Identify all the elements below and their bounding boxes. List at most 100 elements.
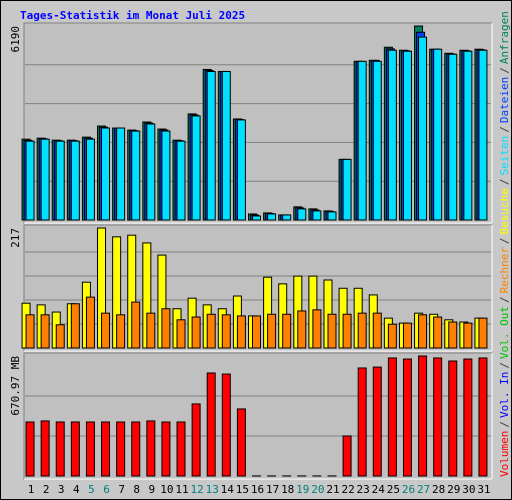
- bar: [297, 208, 307, 221]
- bar: [478, 357, 488, 477]
- bar: [478, 49, 488, 221]
- bar: [40, 420, 50, 477]
- legend-item: Volumen: [498, 431, 511, 477]
- bar: [387, 323, 397, 349]
- bar: [342, 313, 352, 349]
- bar: [101, 421, 111, 477]
- bar: [282, 214, 292, 221]
- bar: [312, 210, 322, 221]
- bar: [101, 127, 111, 221]
- legend-separator: /: [498, 178, 511, 185]
- bar: [448, 321, 458, 349]
- bar: [402, 358, 412, 477]
- x-tick-label: 18: [281, 483, 294, 496]
- bar: [161, 421, 171, 477]
- bar: [146, 123, 156, 221]
- y-tick-label: 6190: [9, 26, 22, 53]
- legend-separator: /: [498, 362, 511, 369]
- legend-item: Seiten: [498, 136, 511, 176]
- bar: [85, 296, 95, 349]
- bar: [252, 315, 261, 349]
- legend-item: Vol. In: [498, 372, 511, 418]
- bar: [146, 312, 156, 349]
- bar: [448, 360, 458, 477]
- x-tick-label: 24: [372, 483, 386, 496]
- legend-separator: /: [498, 126, 511, 133]
- x-tick-label: 19: [296, 483, 309, 496]
- bar: [221, 314, 231, 349]
- bar: [433, 48, 443, 221]
- bar: [357, 60, 367, 221]
- bar: [161, 130, 171, 221]
- x-tick-label: 25: [387, 483, 400, 496]
- legend-item: Anfragen: [498, 11, 511, 64]
- bar: [206, 372, 216, 477]
- bar: [448, 53, 458, 221]
- x-tick-label: 17: [266, 483, 279, 496]
- bar: [101, 312, 111, 349]
- legend: Volumen / Vol. In / Vol. Out / Rechner / Besuche…: [498, 11, 511, 477]
- bar: [25, 314, 35, 349]
- x-tick-label: 10: [160, 483, 173, 496]
- x-tick-label: 11: [175, 483, 188, 496]
- bar: [236, 315, 246, 349]
- x-tick-label: 16: [251, 483, 264, 496]
- bar: [433, 357, 443, 477]
- bar: [146, 420, 156, 477]
- bar: [402, 50, 412, 221]
- x-tick-label: 1: [28, 483, 35, 496]
- y-tick-label: 217: [9, 228, 22, 248]
- x-tick-label: 6: [103, 483, 110, 496]
- bar: [176, 319, 186, 349]
- x-tick-label: 22: [341, 483, 354, 496]
- x-tick-label: 8: [133, 483, 140, 496]
- x-tick-label: 3: [58, 483, 65, 496]
- bar: [25, 140, 35, 221]
- bar: [221, 373, 231, 477]
- x-tick-label: 29: [447, 483, 460, 496]
- x-tick-label: 2: [43, 483, 50, 496]
- bar: [85, 421, 95, 477]
- bar: [55, 140, 65, 221]
- bar: [267, 213, 277, 221]
- x-tick-label: 27: [417, 483, 430, 496]
- bar: [206, 70, 216, 221]
- x-tick-label: 20: [311, 483, 324, 496]
- bar: [70, 140, 80, 221]
- x-tick-label: 21: [326, 483, 339, 496]
- bar: [372, 312, 382, 349]
- bar: [191, 316, 201, 349]
- legend-separator: /: [498, 421, 511, 428]
- bar: [463, 322, 473, 349]
- x-tick-label: 4: [73, 483, 80, 496]
- x-tick-label: 13: [206, 483, 219, 496]
- bar: [70, 421, 80, 477]
- chart-title: Tages-Statistik im Monat Juli 2025: [20, 9, 245, 22]
- bar: [40, 314, 50, 349]
- legend-item: Vol. Out: [498, 306, 511, 359]
- bar: [387, 357, 397, 477]
- bar: [357, 312, 367, 349]
- bar: [85, 138, 95, 221]
- bar: [312, 309, 322, 349]
- bar: [161, 308, 171, 349]
- x-tick-label: 12: [190, 483, 203, 496]
- bar: [327, 313, 337, 349]
- x-tick-label: 14: [221, 483, 235, 496]
- x-tick-label: 28: [432, 483, 445, 496]
- bar: [116, 127, 126, 221]
- bar: [131, 421, 141, 477]
- bar: [267, 313, 277, 349]
- bar: [55, 324, 65, 349]
- bar: [191, 403, 201, 477]
- bar: [131, 130, 141, 221]
- x-tick-label: 7: [118, 483, 125, 496]
- bar: [116, 314, 126, 349]
- bar: [342, 435, 352, 477]
- x-tick-label: 15: [236, 483, 249, 496]
- bar: [40, 138, 50, 221]
- bar: [372, 60, 382, 221]
- legend-item: Rechner: [498, 247, 511, 294]
- legend-separator: /: [498, 237, 511, 244]
